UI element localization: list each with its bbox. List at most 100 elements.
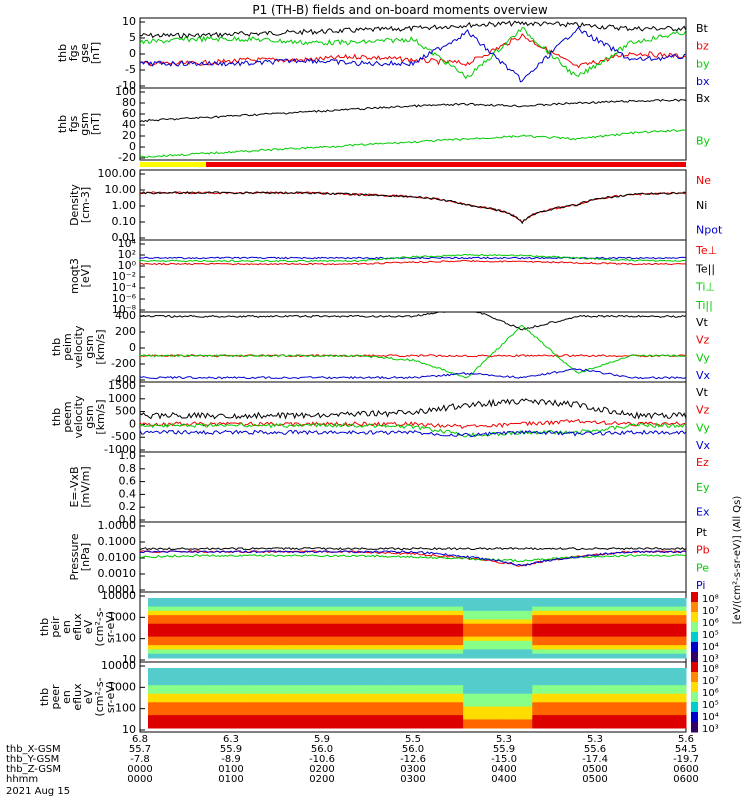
spectrogram-peer-cell: [378, 719, 387, 725]
spectrogram-peer-cell: [224, 676, 234, 682]
spectrogram-peer-cell: [578, 689, 587, 695]
spectrogram-peer-cell: [255, 693, 264, 699]
spectrogram-peer-cell: [363, 676, 372, 682]
spectrogram-peir-cell: [670, 598, 679, 603]
spectrogram-peir-cell: [332, 606, 341, 612]
spectrogram-peir-cell: [317, 615, 326, 620]
spectrogram-peer-cell: [662, 702, 672, 708]
spectrogram-peer-cell: [255, 668, 264, 673]
spectrogram-peir-cell: [532, 645, 541, 650]
spectrogram-peer-cell: [278, 693, 287, 699]
spectrogram-peer-cell: [263, 676, 272, 682]
spectrogram-peir-cell: [224, 636, 234, 642]
spectrogram-peir-cell: [655, 598, 664, 603]
spectrogram-peir-cell: [616, 645, 626, 650]
spectrogram-peir-cell: [171, 628, 180, 633]
spectrogram-peer-cell: [240, 723, 249, 729]
spectrogram-peer-cell: [532, 723, 541, 729]
spectrogram-peer-cell: [240, 706, 249, 712]
spectrogram-peer-cell: [647, 715, 656, 720]
spectrogram-peir-cell: [470, 632, 479, 638]
spectrogram-peer-cell: [609, 672, 618, 678]
spectrogram-peir-cell: [447, 640, 456, 646]
spectrogram-peir-cell: [501, 653, 510, 659]
spectrogram-peir-cell: [286, 602, 295, 608]
spectrogram-peir-cell: [409, 653, 418, 659]
spectrogram-peir-cell: [278, 653, 287, 659]
spectrogram-peir-cell: [524, 619, 533, 625]
spectrogram-peer-cell: [632, 723, 641, 729]
spectrogram-peir-cell: [547, 610, 556, 616]
series-temp: [139, 256, 687, 260]
spectrogram-peer-cell: [509, 685, 518, 690]
spectrogram-peer-cell: [163, 723, 172, 729]
spectrogram-peer-cell: [509, 710, 518, 716]
tick-label-pressure: 1.0000: [98, 519, 137, 532]
tick-label-fgs-gsm: 0: [129, 140, 136, 153]
spectrogram-peer-cell: [624, 676, 633, 682]
spectrogram-peer-cell: [516, 676, 526, 682]
spectrogram-peir-cell: [347, 598, 357, 603]
spectrogram-peer-cell: [547, 723, 556, 729]
spectrogram-peir-cell: [301, 610, 310, 616]
spectrogram-peir-cell: [332, 623, 341, 629]
spectrogram-peir-cell: [555, 619, 564, 625]
spectrogram-peer-cell: [401, 710, 410, 716]
spectrogram-peer-cell: [286, 672, 295, 678]
spectrogram-peir-cell: [478, 610, 487, 616]
spectrogram-peir-cell: [178, 640, 187, 646]
spectrogram-peer-cell: [678, 710, 687, 716]
spectrogram-peer-cell: [355, 702, 364, 708]
spectrogram-peir-cell: [616, 649, 626, 655]
spectrogram-peir-cell: [678, 653, 687, 659]
spectrogram-peer-cell: [224, 685, 234, 690]
spectrogram-peir-cell: [432, 602, 441, 608]
spectrogram-peer-cell: [455, 693, 464, 699]
spectrogram-peer-cell: [217, 698, 226, 703]
spectrogram-peir-cell: [232, 653, 241, 659]
spectrogram-peer-cell: [662, 685, 672, 690]
spectrogram-peir-cell: [586, 598, 595, 603]
spectrogram-peir-cell: [655, 623, 664, 629]
spectrogram-peir-cell: [578, 606, 587, 612]
spectrogram-peer-cell: [240, 698, 249, 703]
spectrogram-peir-cell: [632, 606, 641, 612]
spectrogram-peer-cell: [186, 715, 195, 720]
spectrogram-peer-cell: [324, 710, 333, 716]
spectrogram-peer-cell: [409, 672, 418, 678]
spectrogram-peir-cell: [578, 615, 587, 620]
spectrogram-peer-cell: [201, 680, 210, 686]
spectrogram-peir-cell: [555, 636, 564, 642]
spectrogram-peir-cell: [670, 610, 679, 616]
spectrogram-peir-cell: [224, 598, 234, 603]
spectrogram-peir-cell: [593, 649, 602, 655]
spectrogram-peer-cell: [163, 702, 172, 708]
series-Vy: [139, 324, 687, 379]
spectrogram-peer-cell: [601, 672, 610, 678]
spectrogram-peer-cell: [586, 668, 595, 673]
footer-value: 6.8: [132, 734, 148, 745]
spectrogram-peer-cell: [516, 706, 526, 712]
spectrogram-peer-cell: [201, 685, 210, 690]
spectrogram-peer-cell: [317, 689, 326, 695]
spectrogram-peir-cell: [317, 645, 326, 650]
spectrogram-peir-cell: [263, 640, 272, 646]
spectrogram-peer-cell: [201, 693, 210, 699]
spectrogram-peir-cell: [670, 602, 679, 608]
spectrogram-peer-cell: [247, 719, 257, 725]
spectrogram-peer-cell: [209, 723, 218, 729]
spectrogram-peir-cell: [632, 623, 641, 629]
spectrogram-peer-cell: [417, 693, 426, 699]
spectrogram-peer-cell: [278, 719, 287, 725]
spectrogram-peer-cell: [401, 719, 410, 725]
spectrogram-peir-cell: [263, 606, 272, 612]
spectrogram-peer-cell: [632, 715, 641, 720]
spectrogram-peir-cell: [593, 645, 602, 650]
spectrogram-peir-cell: [662, 649, 672, 655]
spectrogram-peer-cell: [432, 706, 441, 712]
spectrogram-peir-cell: [401, 653, 410, 659]
spectrogram-peer-cell: [278, 676, 287, 682]
spectrogram-peir-cell: [340, 623, 349, 629]
spectrogram-peir-cell: [370, 606, 380, 612]
spectrogram-peir-cell: [209, 645, 218, 650]
